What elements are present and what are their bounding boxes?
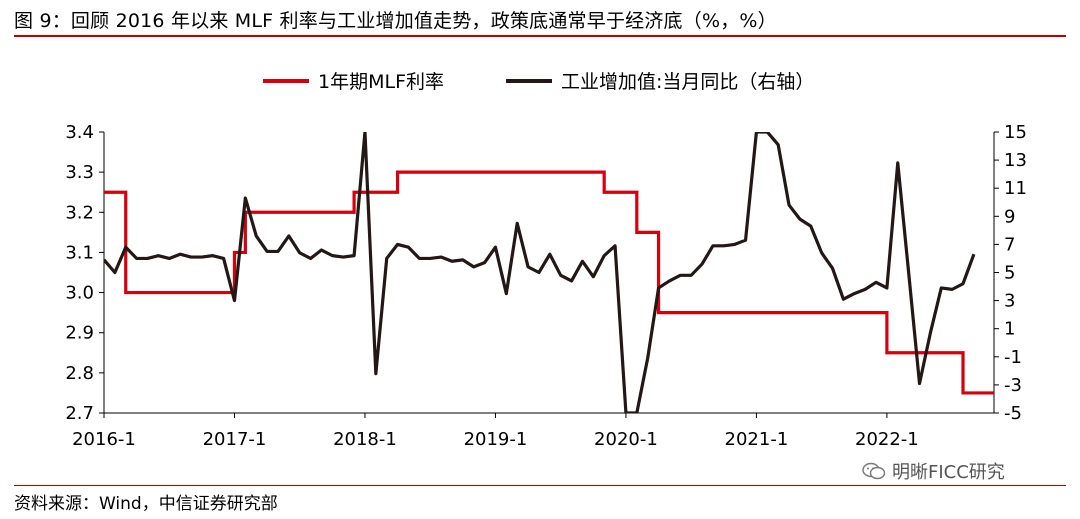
- right-tick-label: 15: [1004, 122, 1027, 143]
- legend-label-mlf: 1年期MLF利率: [318, 71, 444, 93]
- left-tick-label: 3.2: [65, 202, 94, 223]
- right-tick-label: 9: [1004, 206, 1015, 227]
- x-tick-label: 2021-1: [725, 429, 789, 450]
- legend-label-ip: 工业增加值:当月同比（右轴）: [561, 71, 814, 93]
- left-tick-label: 3.4: [65, 122, 94, 143]
- source-divider: [14, 485, 1066, 486]
- right-tick-label: 13: [1004, 150, 1027, 171]
- left-tick-label: 2.9: [65, 323, 94, 344]
- right-tick-label: -1: [1004, 347, 1022, 368]
- x-tick-label: 2019-1: [464, 429, 528, 450]
- left-tick-label: 3.0: [65, 283, 94, 304]
- chart-title: 图 9：回顾 2016 年以来 MLF 利率与工业增加值走势，政策底通常早于经济…: [14, 10, 777, 32]
- left-tick-label: 2.7: [65, 403, 94, 424]
- right-tick-label: 3: [1004, 291, 1015, 312]
- right-tick-label: 7: [1004, 234, 1015, 255]
- right-tick-label: -3: [1004, 375, 1022, 396]
- series-line-ip: [104, 132, 976, 413]
- wechat-icon: [862, 462, 886, 480]
- source-note: 资料来源：Wind，中信证券研究部: [14, 494, 278, 514]
- left-tick-label: 2.8: [65, 363, 94, 384]
- x-tick-label: 2020-1: [594, 429, 658, 450]
- watermark: 明晰FICC研究: [862, 458, 1005, 484]
- x-tick-label: 2017-1: [203, 429, 267, 450]
- x-tick-label: 2018-1: [333, 429, 397, 450]
- title-divider: [14, 35, 1066, 37]
- chart: 1年期MLF利率 工业增加值:当月同比（右轴） 3.4 3.3 3.2 3.1 3.0 2…: [65, 71, 1027, 450]
- x-tick-label: 2022-1: [855, 429, 919, 450]
- tick-labels: 3.4 3.3 3.2 3.1 3.0 2.9 2.8 2.7 15 13 11 9 7 5 3 1 -1 -3 -…: [65, 122, 1027, 450]
- series-lines: [104, 132, 994, 413]
- x-tick-label: 2016-1: [72, 429, 136, 450]
- right-tick-label: -5: [1004, 403, 1022, 424]
- right-tick-label: 1: [1004, 319, 1015, 340]
- axes: [99, 131, 999, 418]
- watermark-text: 明晰FICC研究: [892, 462, 1005, 483]
- legend: 1年期MLF利率 工业增加值:当月同比（右轴）: [263, 71, 814, 93]
- right-tick-label: 11: [1004, 178, 1027, 199]
- left-tick-label: 3.1: [65, 242, 94, 263]
- right-tick-label: 5: [1004, 263, 1015, 284]
- series-line-mlf: [104, 170, 994, 395]
- left-tick-label: 3.3: [65, 162, 94, 183]
